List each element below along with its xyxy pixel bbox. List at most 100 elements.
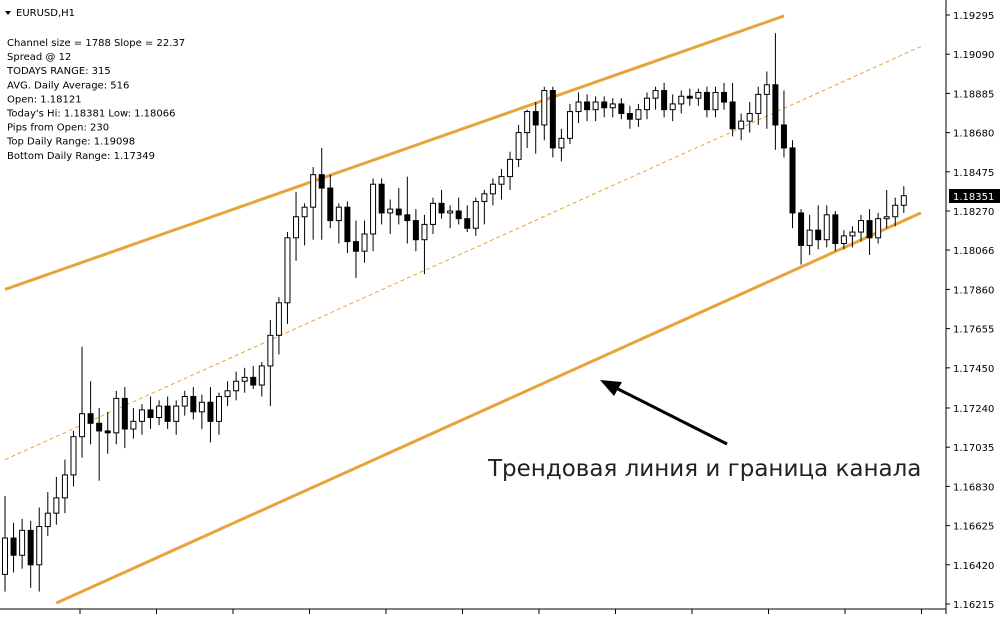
candle: [823, 205, 830, 248]
candle-body-bull: [507, 158, 514, 178]
candle: [703, 86, 710, 118]
candle-body-bear: [832, 214, 839, 245]
candle-body-bull: [267, 334, 274, 367]
candle: [858, 214, 864, 242]
candle: [224, 381, 231, 407]
candle: [840, 230, 847, 250]
info-line: Spread @ 12: [7, 52, 71, 63]
candle-body-bull: [70, 436, 77, 476]
candle-body-bull: [53, 497, 60, 514]
candle-body-bull: [284, 237, 291, 304]
candle: [626, 105, 633, 129]
candle-body-bear: [789, 147, 796, 214]
candle: [284, 232, 291, 324]
candle-body-bear: [10, 537, 17, 556]
candle: [447, 205, 454, 229]
candle: [190, 386, 197, 420]
candle: [507, 151, 514, 190]
candle-body-bull: [515, 132, 522, 160]
info-line: Top Daily Range: 1.19098: [6, 137, 135, 148]
candle-body-bull: [61, 474, 68, 499]
candle: [489, 178, 496, 206]
y-tick-label: 1.16420: [953, 561, 994, 572]
candle-body-bull: [241, 376, 248, 382]
y-tick-label: 1.16215: [953, 600, 994, 611]
candle-body-bear: [729, 101, 736, 130]
candle: [121, 386, 128, 449]
candle-body-bull: [592, 101, 599, 111]
candle-body-bull: [113, 397, 120, 434]
candle: [275, 297, 282, 355]
channel-line-lower: [55, 211, 922, 605]
candle: [130, 407, 137, 439]
candle-body-bear: [703, 91, 710, 111]
candle: [661, 82, 668, 118]
y-tick-label: 1.19295: [953, 11, 994, 22]
candle-body-bear: [378, 183, 385, 214]
candle: [515, 124, 522, 168]
candle-body-bull: [541, 90, 548, 126]
candle: [481, 189, 488, 225]
candle-body-bull: [361, 233, 368, 252]
annotation-text: Трендовая линия и граница канала: [487, 456, 921, 482]
candle: [832, 211, 839, 252]
candle: [875, 212, 882, 244]
y-tick-label: 1.18680: [953, 129, 994, 140]
candle-body-bull: [310, 174, 317, 208]
candle: [678, 90, 685, 114]
candle-body-bull: [44, 512, 51, 528]
candle-body-bull: [678, 95, 685, 105]
candle: [352, 220, 359, 278]
candle-body-bull: [712, 91, 719, 111]
candle-body-bull: [79, 413, 86, 438]
candle: [712, 86, 719, 118]
candle-body-bull: [524, 111, 531, 134]
candle: [301, 203, 308, 246]
candle: [780, 90, 787, 158]
candle-body-bull: [892, 204, 899, 218]
y-tick-label: 1.17450: [953, 364, 994, 375]
candle-body-bear: [207, 401, 214, 422]
y-tick-label: 1.18885: [953, 89, 994, 100]
candle-body-bull: [173, 405, 180, 422]
candle: [549, 86, 556, 158]
y-tick-label: 1.17240: [953, 404, 994, 415]
candle-body-bull: [481, 193, 488, 202]
candle-body-bull: [36, 526, 43, 566]
candle-body-bear: [352, 241, 359, 252]
candle-body-bear: [438, 202, 445, 214]
candle-body-bull: [224, 390, 231, 398]
candle: [233, 371, 240, 401]
info-line: AVG. Daily Average: 516: [7, 80, 129, 91]
candle: [738, 113, 745, 141]
candle: [618, 98, 625, 120]
candle: [635, 103, 642, 127]
candle: [575, 92, 582, 124]
candle: [27, 520, 34, 588]
candle-body-bull: [575, 101, 582, 113]
candle-body-bear: [866, 220, 873, 239]
candle-body-bear: [250, 376, 257, 386]
candle: [293, 191, 300, 261]
dropdown-triangle-icon[interactable]: [5, 11, 11, 15]
current-price-tag: 1.18351: [949, 189, 1000, 203]
candle: [592, 96, 599, 122]
candle-body-bull: [669, 103, 676, 111]
candle-body-bull: [198, 401, 205, 413]
candle: [327, 174, 334, 229]
candle: [798, 209, 805, 265]
candle: [806, 214, 813, 255]
candle: [335, 203, 342, 244]
candle-body-bear: [455, 210, 462, 220]
candle-body-bull: [883, 216, 890, 220]
current-price-label: 1.18351: [953, 192, 994, 203]
candle-body-bear: [626, 112, 633, 120]
candle: [61, 459, 68, 514]
candle-body-bull: [258, 365, 265, 386]
candle: [438, 189, 445, 219]
candle: [472, 197, 479, 236]
candle-body-bear: [686, 95, 693, 99]
